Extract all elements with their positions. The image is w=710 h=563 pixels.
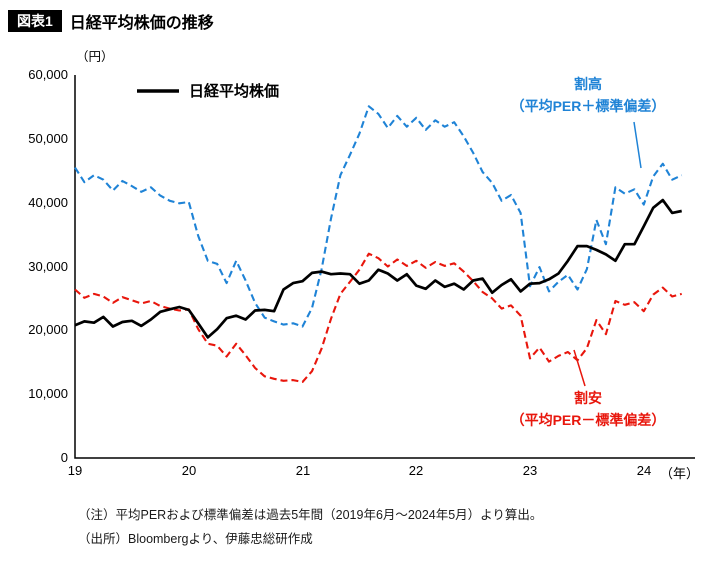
y-tick-label: 20,000 bbox=[28, 322, 68, 337]
x-tick-label: 21 bbox=[295, 463, 311, 478]
annotation-overvalued: 割高 （平均PER＋標準偏差） bbox=[486, 74, 690, 117]
series-line-nikkei bbox=[74, 198, 682, 339]
nikkei-line-sample-icon bbox=[137, 88, 179, 93]
series-line-overvalued bbox=[74, 105, 683, 328]
axis-lines bbox=[74, 75, 695, 459]
y-tick-label: 10,000 bbox=[28, 386, 68, 401]
x-tick-label: 20 bbox=[181, 463, 197, 478]
x-axis-unit-label: （年） bbox=[660, 466, 700, 481]
x-tick-label: 22 bbox=[408, 463, 424, 478]
y-tick-label: 0 bbox=[60, 450, 68, 465]
figure-header: 図表1 日経平均株価の推移 bbox=[8, 9, 214, 33]
y-axis-unit-label: （円） bbox=[76, 50, 114, 64]
y-tick-label: 60,000 bbox=[28, 67, 68, 82]
series-line-undervalued bbox=[74, 252, 682, 384]
legend: 日経平均株価 bbox=[136, 80, 279, 101]
figure-badge: 図表1 bbox=[8, 9, 62, 33]
figure-notes: （注）平均PERおよび標準偏差は過去5年間（2019年6月～2024年5月）より… bbox=[78, 503, 542, 552]
annotation-undervalued: 割安 （平均PER－標準偏差） bbox=[486, 388, 690, 431]
y-tick-label: 30,000 bbox=[28, 259, 68, 274]
undervalued-leader-line bbox=[573, 349, 586, 387]
x-tick-label: 24 bbox=[636, 463, 652, 478]
note-line: （注）平均PERおよび標準偏差は過去5年間（2019年6月～2024年5月）より… bbox=[78, 508, 543, 522]
annotation-overvalued-title: 割高 bbox=[574, 76, 602, 92]
y-tick-label: 40,000 bbox=[28, 195, 68, 210]
figure-title: 日経平均株価の推移 bbox=[69, 15, 214, 32]
y-tick-label: 50,000 bbox=[28, 131, 68, 146]
annotation-undervalued-title: 割安 bbox=[574, 390, 602, 406]
source-line: （出所）Bloombergより、伊藤忠総研作成 bbox=[78, 532, 313, 547]
legend-label: 日経平均株価 bbox=[189, 83, 280, 100]
overvalued-leader-line bbox=[633, 121, 642, 169]
annotation-overvalued-sub: （平均PER＋標準偏差） bbox=[510, 97, 666, 114]
x-tick-label: 19 bbox=[67, 463, 83, 478]
x-tick-label: 23 bbox=[522, 463, 538, 478]
annotation-undervalued-sub: （平均PER－標準偏差） bbox=[510, 411, 666, 428]
